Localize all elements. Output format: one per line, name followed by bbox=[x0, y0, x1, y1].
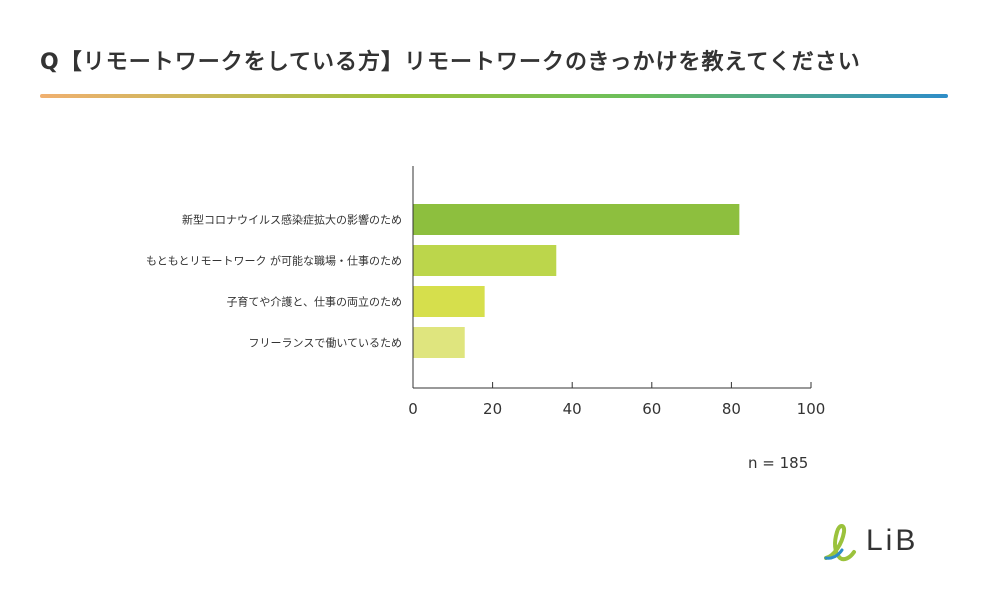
title-underline bbox=[40, 94, 948, 98]
category-label: 新型コロナウイルス感染症拡大の影響のため bbox=[182, 213, 402, 227]
lib-logo: LiB bbox=[820, 518, 940, 564]
x-tick-label: 40 bbox=[563, 400, 582, 418]
x-tick-label: 100 bbox=[797, 400, 826, 418]
lib-logo-mark-icon bbox=[824, 524, 856, 562]
bar bbox=[413, 327, 465, 358]
x-tick-label: 60 bbox=[642, 400, 661, 418]
category-label: フリーランスで働いているため bbox=[249, 337, 402, 350]
x-tick-label: 80 bbox=[722, 400, 741, 418]
x-tick-label: 20 bbox=[483, 400, 502, 418]
category-label: もともとリモートワーク が可能な職場・仕事のため bbox=[146, 254, 402, 268]
lib-logo-text: LiB bbox=[866, 524, 919, 557]
bar bbox=[413, 286, 485, 317]
category-label: 子育てや介護と、仕事の両立のため bbox=[226, 295, 402, 309]
bar bbox=[413, 245, 557, 276]
x-tick-label: 0 bbox=[408, 400, 418, 418]
bar bbox=[413, 204, 740, 235]
chart-title: Q【リモートワークをしている方】リモートワークのきっかけを教えてください bbox=[40, 50, 861, 75]
sample-size-label: n = 185 bbox=[748, 454, 809, 472]
